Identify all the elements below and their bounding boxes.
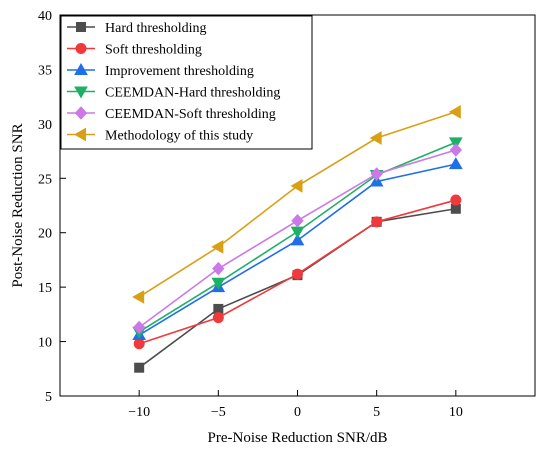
x-tick-label: 0 (294, 405, 301, 420)
x-axis-title: Pre-Noise Reduction SNR/dB (208, 430, 388, 446)
data-point (290, 226, 305, 239)
legend-item: Soft thresholding (67, 43, 202, 58)
legend-label: Improvement thresholding (105, 64, 254, 79)
data-point (290, 179, 303, 193)
y-tick-label: 35 (38, 63, 52, 78)
legend-item: CEEMDAN-Hard thresholding (67, 86, 280, 101)
x-tick-label: −5 (211, 405, 226, 420)
data-point (132, 290, 145, 304)
data-point (211, 277, 226, 290)
legend-label: Methodology of this study (105, 129, 253, 144)
series-6 (132, 105, 461, 304)
data-point (292, 268, 303, 280)
x-axis: −10 −5 0 5 10 (128, 390, 463, 420)
data-point (211, 240, 224, 254)
data-point (370, 167, 383, 181)
data-point (133, 338, 145, 350)
data-point (371, 216, 383, 228)
x-tick-label: 5 (373, 405, 380, 420)
legend: Hard thresholding Soft thresholding Improv… (60, 15, 313, 150)
data-point (369, 131, 382, 145)
legend-label: CEEMDAN-Hard thresholding (105, 86, 280, 101)
legend-item: Improvement thresholding (67, 62, 254, 79)
series-2 (133, 194, 462, 350)
series-4 (132, 137, 463, 339)
legend-item: Hard thresholding (67, 21, 206, 36)
y-tick-label: 20 (38, 227, 52, 242)
data-point (448, 157, 463, 170)
x-tick-label: 10 (449, 405, 463, 420)
legend-marker (74, 62, 88, 75)
legend-item: CEEMDAN-Soft thresholding (67, 106, 276, 122)
legend-label: CEEMDAN-Soft thresholding (105, 107, 276, 122)
legend-marker (76, 22, 86, 32)
y-tick-label: 40 (38, 9, 52, 24)
y-tick-label: 25 (38, 172, 52, 187)
data-point (450, 194, 462, 206)
legend-item: Methodology of this study (67, 127, 253, 144)
legend-marker (74, 106, 88, 120)
y-axis: 5 10 15 20 25 30 35 40 (38, 9, 66, 405)
legend-marker (74, 86, 88, 99)
data-point (448, 137, 463, 150)
data-point (213, 303, 224, 314)
legend-marker (73, 127, 86, 142)
series-layer (132, 105, 463, 373)
y-tick-label: 10 (38, 336, 52, 351)
x-tick-label: −10 (128, 405, 150, 420)
data-point (291, 214, 304, 228)
data-point (450, 203, 461, 214)
legend-label: Hard thresholding (105, 21, 206, 36)
series-5 (132, 143, 463, 335)
data-point (132, 320, 146, 335)
data-point (212, 312, 224, 324)
legend-marker (75, 43, 87, 54)
data-point (134, 362, 145, 373)
legend-box (60, 15, 313, 150)
data-point (290, 233, 305, 246)
y-tick-label: 30 (38, 118, 52, 133)
data-point (212, 261, 225, 276)
data-point (449, 143, 463, 157)
y-tick-label: 5 (45, 390, 52, 405)
data-point (448, 105, 461, 119)
legend-label: Soft thresholding (105, 43, 202, 58)
y-axis-title: Post-Noise Reduction SNR (10, 123, 26, 287)
series-3 (132, 157, 463, 341)
y-tick-label: 15 (38, 281, 52, 296)
